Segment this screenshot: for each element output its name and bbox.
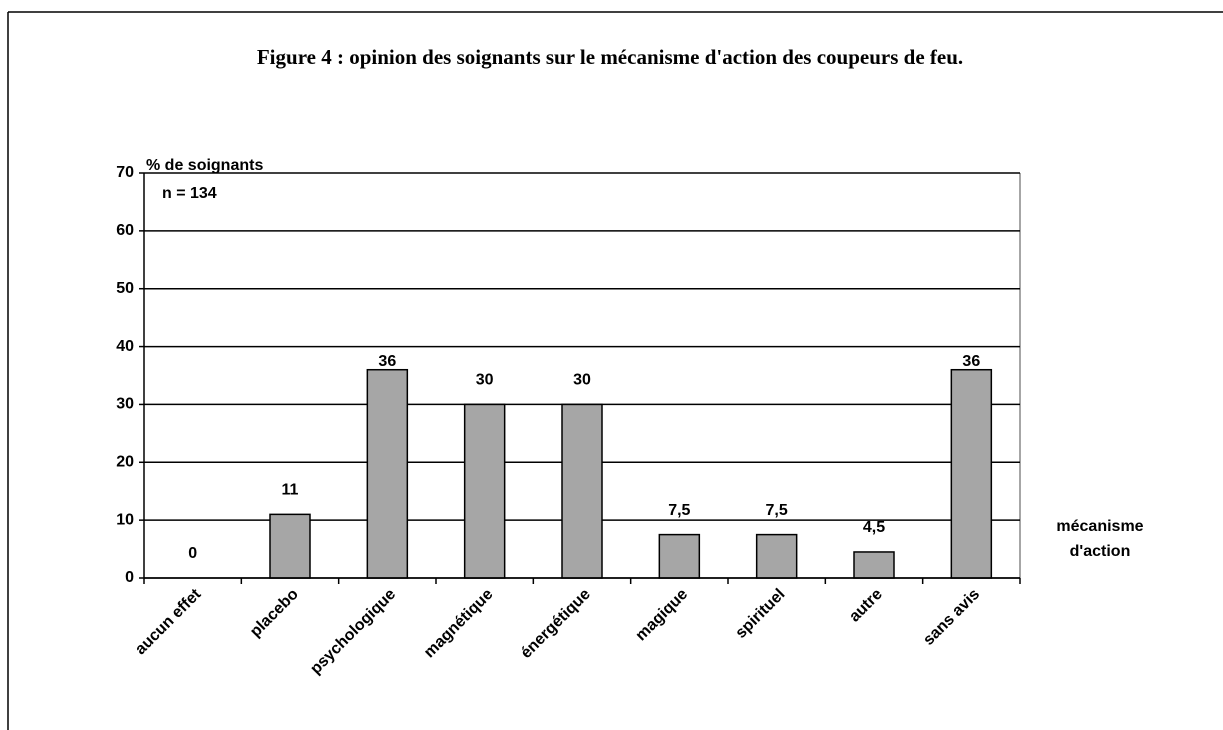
y-tick-label: 20	[116, 454, 134, 471]
data-label: 36	[962, 353, 980, 370]
bar	[463, 403, 506, 579]
x-axis-label: mécanisme d'action	[1056, 518, 1144, 560]
data-label: 30	[573, 372, 591, 389]
x-tick-label: sans avis	[920, 586, 983, 649]
bar	[658, 533, 701, 579]
data-label: 4,5	[863, 519, 885, 536]
y-tick-label: 50	[116, 280, 134, 297]
bar	[269, 513, 311, 579]
annotation: n = 134	[162, 185, 217, 202]
x-tick-label: psychologique	[307, 586, 399, 678]
data-label: 11	[282, 482, 299, 499]
y-tick-label: 70	[116, 164, 134, 181]
chart-title: Figure 4 : opinion des soignants sur le …	[256, 45, 964, 69]
x-tick-label: aucun effet	[132, 585, 205, 658]
y-tick-label: 40	[116, 338, 134, 355]
y-axis-label: % de soignants	[146, 157, 263, 174]
data-label: 30	[476, 372, 494, 389]
data-label: 7,5	[668, 502, 690, 519]
x-tick-label: énergétique	[518, 586, 594, 662]
y-tick-label: 0	[125, 569, 134, 586]
bar	[366, 368, 409, 579]
x-tick-label: magnétique	[421, 586, 497, 662]
x-tick-label: magique	[633, 586, 692, 645]
data-label: 7,5	[766, 502, 788, 519]
x-tick-label: placebo	[247, 586, 302, 641]
bar	[853, 551, 895, 579]
x-tick-label: autre	[846, 586, 886, 626]
x-tick-label: spirituel	[732, 586, 788, 642]
y-tick-label: 60	[116, 222, 134, 239]
bar	[755, 533, 798, 579]
bar	[950, 368, 993, 579]
data-label: 0	[188, 545, 197, 562]
y-tick-label: 10	[116, 511, 134, 528]
data-label: 36	[378, 353, 396, 370]
bar	[561, 403, 603, 579]
y-tick-label: 30	[116, 396, 134, 413]
